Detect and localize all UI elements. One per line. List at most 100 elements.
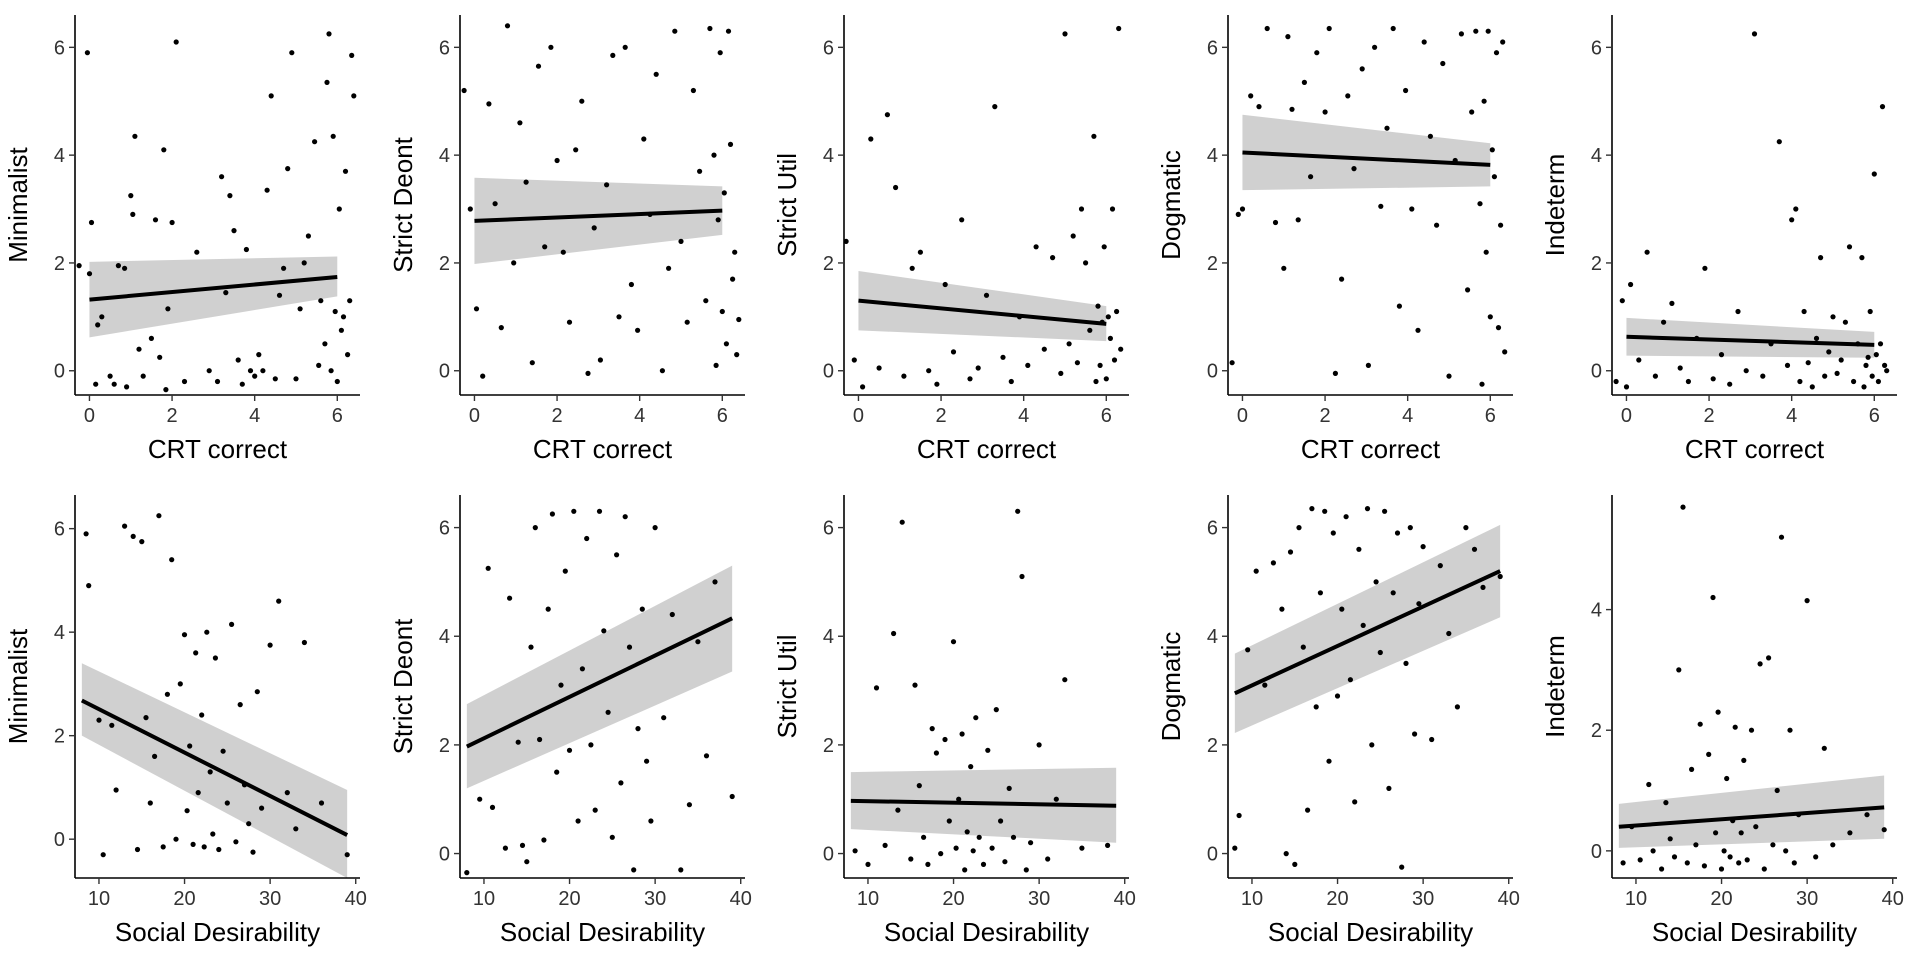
data-point [492,201,498,207]
data-point [511,260,517,266]
data-point [1735,308,1741,315]
data-point [1434,222,1440,228]
data-point [301,260,307,266]
data-point [1239,206,1246,212]
data-point [1489,147,1495,153]
x-axis-title: CRT correct [148,434,288,464]
data-point [1301,79,1307,85]
data-point [1334,693,1341,699]
data-point [109,722,115,728]
data-point [1390,590,1396,596]
data-point [1859,255,1865,261]
data-point [467,206,473,212]
data-points [1232,506,1503,870]
data-point [1877,341,1884,347]
data-point [712,579,718,585]
data-point [1097,362,1103,368]
data-point [1091,133,1097,139]
x-tick-label: 40 [1882,888,1904,910]
data-point [719,308,725,315]
data-point [1663,800,1669,806]
data-point [1791,860,1797,866]
data-point [616,314,622,320]
data-point [1446,373,1452,379]
panel-1: 0 2 4 6 0 2 4 6 CRT correct Minimalist [3,15,360,464]
data-point [1322,109,1328,115]
data-point [609,834,615,840]
data-point [297,306,303,312]
data-point [223,290,229,296]
data-point [1272,219,1279,226]
data-point [95,322,101,328]
data-point [1469,109,1475,115]
data-point [950,349,957,355]
data-point [1364,506,1371,512]
data-point [605,709,611,715]
data-point [124,384,130,390]
data-point [235,357,241,363]
data-point [1002,859,1008,865]
regression-line [850,798,1117,808]
data-point [1851,378,1857,385]
data-point [1463,525,1469,531]
data-point [622,514,628,520]
data-point [703,298,709,304]
data-point [519,842,526,849]
data-point [1109,206,1116,212]
y-tick-label: 2 [823,735,834,757]
x-tick-label: 2 [1320,405,1331,427]
regression-line [80,698,349,837]
data-point [1114,308,1120,315]
data-point [1706,751,1712,758]
data-point [247,368,254,374]
data-point [1394,530,1401,536]
data-point [344,852,350,858]
data-point [1770,842,1776,848]
data-point [276,598,282,604]
data-point [1834,370,1840,376]
data-point [113,787,119,793]
data-point [134,846,141,853]
panel-4: 0 2 4 6 0 2 4 6 CRT correct Dogmatic [1156,15,1513,464]
data-point [653,71,659,77]
panel-9: 0 2 4 6 10 20 30 40 Social Desirability Dogmatic [1156,495,1520,947]
data-point [1793,206,1799,212]
y-tick-label: 6 [54,519,65,541]
data-point [707,25,713,32]
data-point [1050,255,1056,261]
y-tick-label: 2 [439,253,450,275]
data-point [160,844,166,850]
data-point [852,848,858,854]
data-point [1308,174,1314,180]
data-point [1289,106,1295,112]
y-tick-label: 6 [1591,37,1602,59]
data-point [962,867,968,873]
data-point [989,845,995,851]
data-point [950,639,957,645]
y-tick-label: 4 [54,145,65,167]
y-axis-title: Minimalist [3,628,33,744]
x-tick-label: 30 [1028,888,1050,910]
data-point [1262,682,1268,688]
data-point [147,800,153,806]
data-point [111,381,117,387]
data-point [686,802,693,808]
data-point [1801,308,1807,315]
data-point [194,249,200,255]
data-point [318,800,325,806]
data-point [868,136,874,142]
data-point [305,233,311,239]
data-point [349,52,355,59]
data-point [959,731,965,737]
y-tick-label: 6 [439,37,450,59]
data-point [1881,827,1887,833]
data-point [83,531,89,537]
x-tick-label: 4 [1402,405,1413,427]
x-tick-label: 40 [730,888,752,910]
regression-line [89,274,338,302]
data-point [1804,598,1810,604]
data-point [340,314,347,320]
data-point [610,52,616,59]
data-point [1041,346,1047,352]
data-point [1495,325,1502,331]
